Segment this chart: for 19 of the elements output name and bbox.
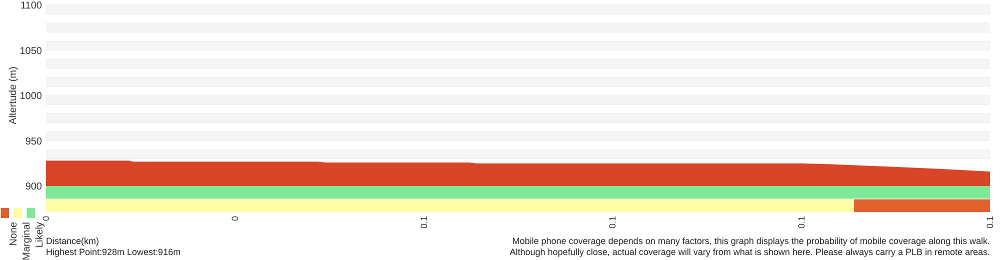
y-axis-title: Altertude (m) [8, 66, 19, 124]
y-tick-label: 1050 [20, 46, 42, 57]
y-tick-label: 1100 [20, 0, 42, 12]
y-tick-label: 1000 [20, 91, 42, 102]
x-tick-label: 0 [41, 216, 52, 222]
legend-label: Likely [34, 222, 46, 248]
y-tick-label: 900 [25, 182, 42, 192]
text: Mobile phone coverage depends on many factors, this graph displays the probability of mobile coverage along this walk. [512, 236, 990, 246]
x-tick-label: 0.1 [608, 216, 618, 229]
text: Although hopefully close, actual coverage will vary from what is shown here. Please always carry a PLB in remote areas. [510, 247, 990, 257]
x-tick-label: 0.1 [796, 216, 806, 229]
text: Highest Point:928m Lowest:916m [46, 247, 181, 257]
x-axis-title: Distance(km) [46, 236, 100, 246]
x-tick-label: 0.1 [985, 216, 996, 229]
legend-label: None [8, 222, 20, 246]
y-tick-label: 950 [25, 136, 42, 148]
legend-label: Marginal [22, 222, 32, 260]
x-tick-label: 0.1 [418, 216, 429, 229]
x-tick-label: 0 [230, 216, 240, 222]
